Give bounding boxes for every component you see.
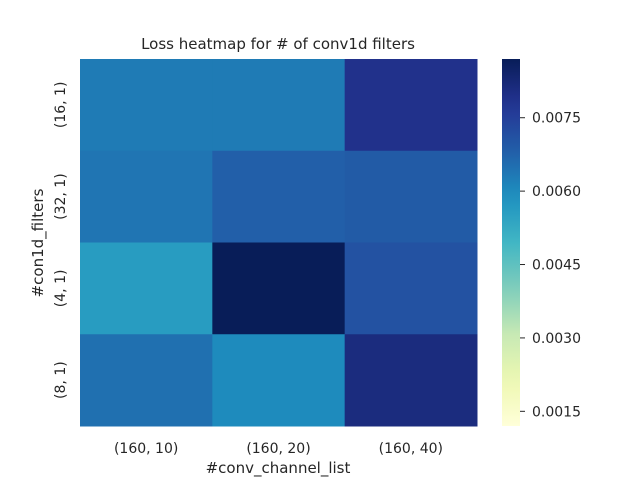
y-tick-label: (8, 1) bbox=[53, 361, 69, 399]
heatmap-cell bbox=[80, 59, 213, 152]
x-tick-label: (160, 20) bbox=[246, 441, 310, 457]
colorbar-ticks: 0.0015 0.0030 0.0045 0.0060 0.0075 bbox=[520, 111, 581, 420]
heatmap-cells bbox=[80, 59, 478, 427]
x-tick-labels: (160, 10) (160, 20) (160, 40) bbox=[114, 441, 443, 457]
colorbar-tick-label: 0.0075 bbox=[532, 111, 581, 127]
colorbar bbox=[502, 59, 520, 426]
heatmap-cell bbox=[80, 334, 213, 427]
y-tick-label: (16, 1) bbox=[53, 82, 69, 129]
colorbar-tick-label: 0.0045 bbox=[532, 258, 581, 274]
heatmap-cell bbox=[212, 59, 346, 152]
heatmap-cell bbox=[212, 334, 346, 427]
x-tick-label: (160, 10) bbox=[114, 441, 178, 457]
heatmap-cell bbox=[344, 334, 478, 427]
heatmap-cell bbox=[212, 150, 346, 243]
heatmap-cell bbox=[80, 150, 213, 243]
y-tick-label: (4, 1) bbox=[53, 270, 69, 308]
colorbar-tick-label: 0.0030 bbox=[532, 331, 581, 347]
colorbar-tick-label: 0.0015 bbox=[532, 404, 581, 420]
heatmap-cell bbox=[344, 242, 478, 335]
heatmap-cell bbox=[212, 242, 346, 335]
x-tick-label: (160, 40) bbox=[379, 441, 443, 457]
heatmap-cell bbox=[80, 242, 213, 335]
heatmap-cell bbox=[344, 59, 478, 152]
heatmap-cell bbox=[344, 150, 478, 243]
colorbar-tick-label: 0.0060 bbox=[532, 184, 581, 200]
y-tick-labels: (16, 1) (32, 1) (4, 1) (8, 1) bbox=[53, 82, 69, 399]
y-tick-label: (32, 1) bbox=[53, 173, 69, 220]
y-axis-label: #con1d_filters bbox=[29, 188, 48, 297]
chart-title: Loss heatmap for # of conv1d filters bbox=[141, 35, 415, 53]
x-axis-label: #conv_channel_list bbox=[206, 459, 351, 478]
